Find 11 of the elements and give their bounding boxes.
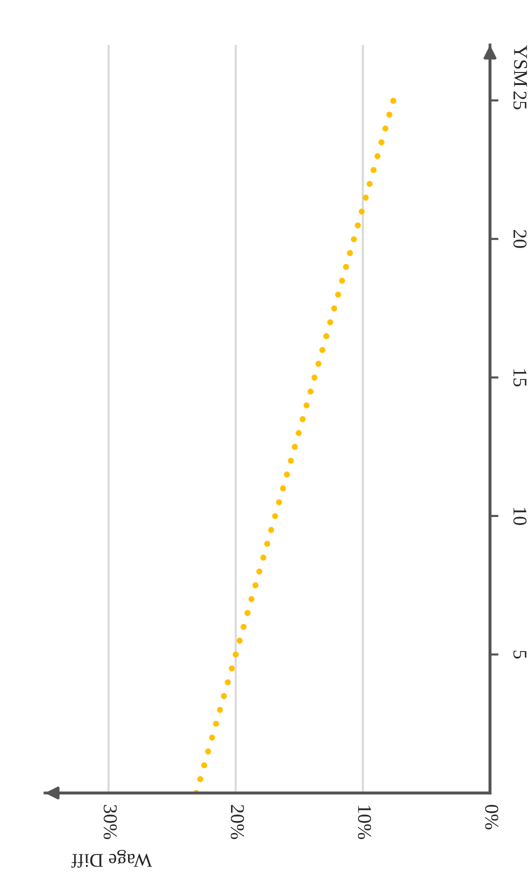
y-tick-label: 20 — [513, 230, 527, 248]
x-axis-title: Wage Diff — [71, 850, 152, 868]
x-tick-label: 10% — [358, 806, 372, 840]
y-tick-label: 15 — [513, 369, 526, 386]
x-tick-label: 20% — [230, 804, 244, 840]
y-tick-label: 25 — [513, 92, 526, 110]
y-axis-title: YSM — [514, 45, 528, 87]
x-tick-label: 30% — [104, 805, 117, 840]
y-tick-label: 5 — [513, 650, 526, 659]
y-tick-label: 10 — [513, 508, 527, 525]
x-tick-label: 0% — [485, 804, 498, 830]
